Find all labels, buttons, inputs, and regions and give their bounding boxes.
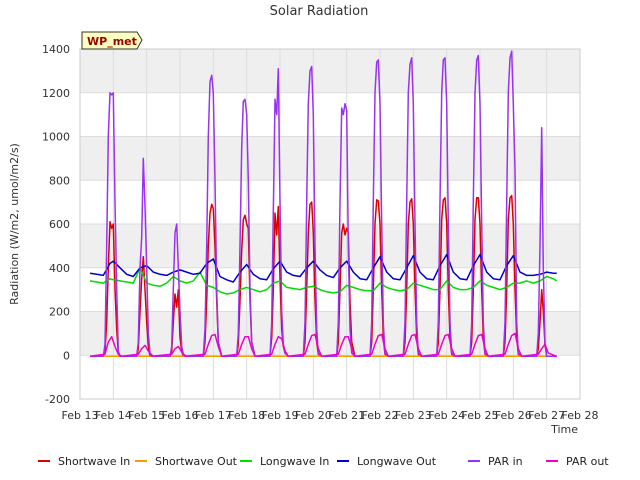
- series-line-par-in: [90, 50, 557, 358]
- x-axis-label: Time: [550, 423, 578, 436]
- series-line-longwave-out: [89, 253, 557, 283]
- series-line-par-out: [89, 332, 557, 358]
- x-tick-label: Feb 22: [362, 409, 399, 422]
- x-tick-label: Feb 13: [62, 409, 99, 422]
- x-tick-label: Feb 15: [128, 409, 165, 422]
- y-tick-label: 0: [63, 349, 70, 362]
- plot-band: [80, 311, 580, 356]
- x-tick-label: Feb 25: [462, 409, 499, 422]
- legend-label-longwave-in: Longwave In: [260, 455, 329, 468]
- plot-band: [80, 49, 580, 93]
- y-tick-label: 600: [49, 218, 70, 231]
- plot-frame: [79, 48, 581, 400]
- y-tick-label: 1200: [42, 87, 70, 100]
- x-tick-label: Feb 21: [328, 409, 365, 422]
- station-badge-shape: [81, 31, 143, 50]
- y-tick-label: 1400: [42, 43, 70, 56]
- y-tick-label: 400: [49, 262, 70, 275]
- legend-label-par-out: PAR out: [566, 455, 609, 468]
- x-tick-label: Feb 20: [295, 409, 332, 422]
- series-layer: [89, 50, 558, 358]
- x-tick-label: Feb 16: [162, 409, 199, 422]
- legend-label-par-in: PAR in: [488, 455, 523, 468]
- y-tick-label: 1000: [42, 131, 70, 144]
- x-tick-label: Feb 19: [262, 409, 299, 422]
- legend-label-longwave-out: Longwave Out: [357, 455, 437, 468]
- y-axis-label: Radiation (W/m2, umol/m2/s): [8, 143, 21, 305]
- x-tick-label: Feb 18: [228, 409, 265, 422]
- series-line-longwave-in: [89, 267, 558, 295]
- x-tick-label: Feb 27: [528, 409, 565, 422]
- x-tick-label: Feb 23: [395, 409, 432, 422]
- x-tick-label: Feb 26: [495, 409, 532, 422]
- plot-bands: [80, 49, 580, 356]
- y-tick-labels: -200 0 200 400 600 800 1000 1200 1400: [42, 43, 70, 406]
- x-tick-label: Feb 28: [562, 409, 599, 422]
- station-badge: WP_met: [81, 31, 143, 50]
- legend-label-shortwave-in: Shortwave In: [58, 455, 130, 468]
- station-label: WP_met: [87, 35, 137, 48]
- chart-title: Solar Radiation: [270, 4, 369, 19]
- plot-band: [80, 224, 580, 268]
- x-tick-label: Feb 14: [95, 409, 132, 422]
- legend: Shortwave In Shortwave Out Longwave In Long…: [38, 455, 609, 468]
- y-tick-label: 800: [49, 174, 70, 187]
- legend-label-shortwave-out: Shortwave Out: [155, 455, 238, 468]
- y-tick-label: -200: [45, 393, 70, 406]
- x-tick-label: Feb 24: [428, 409, 465, 422]
- y-tick-label: 200: [49, 306, 70, 319]
- plot-band: [80, 136, 580, 181]
- x-tick-label: Feb 17: [195, 409, 232, 422]
